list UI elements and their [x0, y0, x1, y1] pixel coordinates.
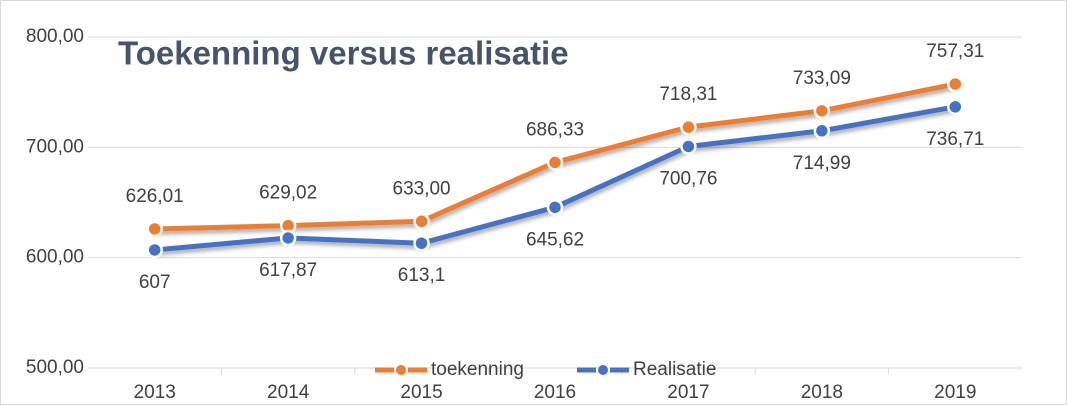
plot-area: 626,01 629,02 633,00 686,33 718,31 733,09 757,…	[126, 41, 985, 293]
data-label: 633,00	[393, 178, 451, 199]
data-label: 686,33	[526, 119, 584, 140]
point	[146, 241, 163, 259]
point	[813, 122, 831, 140]
point	[146, 220, 163, 238]
data-label: 613,1	[398, 265, 446, 286]
data-label: 700,76	[659, 169, 717, 190]
point	[680, 138, 697, 155]
y-tick-label: 700,00	[26, 136, 84, 157]
point	[947, 75, 964, 93]
data-label: 629,02	[259, 183, 317, 204]
legend-label: Realisatie	[633, 359, 716, 380]
x-tick-label: 2013	[134, 382, 176, 403]
chart-title: Toekenning versus realisatie	[118, 35, 569, 72]
y-tick-label: 600,00	[26, 247, 84, 268]
data-label: 733,09	[793, 68, 851, 89]
legend-marker	[394, 363, 408, 377]
y-tick-label: 500,00	[26, 357, 84, 378]
data-label: 645,62	[526, 229, 584, 250]
x-tick-label: 2019	[934, 382, 976, 403]
x-tick-label: 2015	[400, 382, 442, 403]
point	[413, 234, 430, 252]
data-label: 626,01	[126, 186, 184, 207]
grid	[88, 36, 1022, 374]
point	[413, 213, 430, 230]
point	[279, 229, 297, 247]
data-label: 757,31	[926, 41, 984, 62]
data-label: 607	[139, 272, 171, 293]
data-label: 714,99	[793, 153, 851, 174]
y-tick-label: 800,00	[26, 26, 84, 47]
legend-label: toekenning	[431, 359, 524, 380]
point	[947, 98, 964, 116]
point	[813, 102, 831, 120]
point	[680, 118, 697, 136]
x-tick-label: 2017	[667, 382, 709, 403]
data-label: 617,87	[259, 260, 317, 281]
x-tick-label: 2016	[534, 382, 576, 403]
legend-marker	[596, 363, 610, 377]
data-label: 718,31	[659, 84, 717, 105]
point	[546, 154, 564, 171]
point	[546, 199, 564, 216]
legend-item: toekenning	[375, 359, 524, 380]
x-tick-label: 2014	[267, 382, 310, 403]
legend-item: Realisatie	[577, 359, 716, 380]
x-tick-label: 2018	[801, 382, 843, 403]
data-label: 736,71	[926, 129, 984, 150]
